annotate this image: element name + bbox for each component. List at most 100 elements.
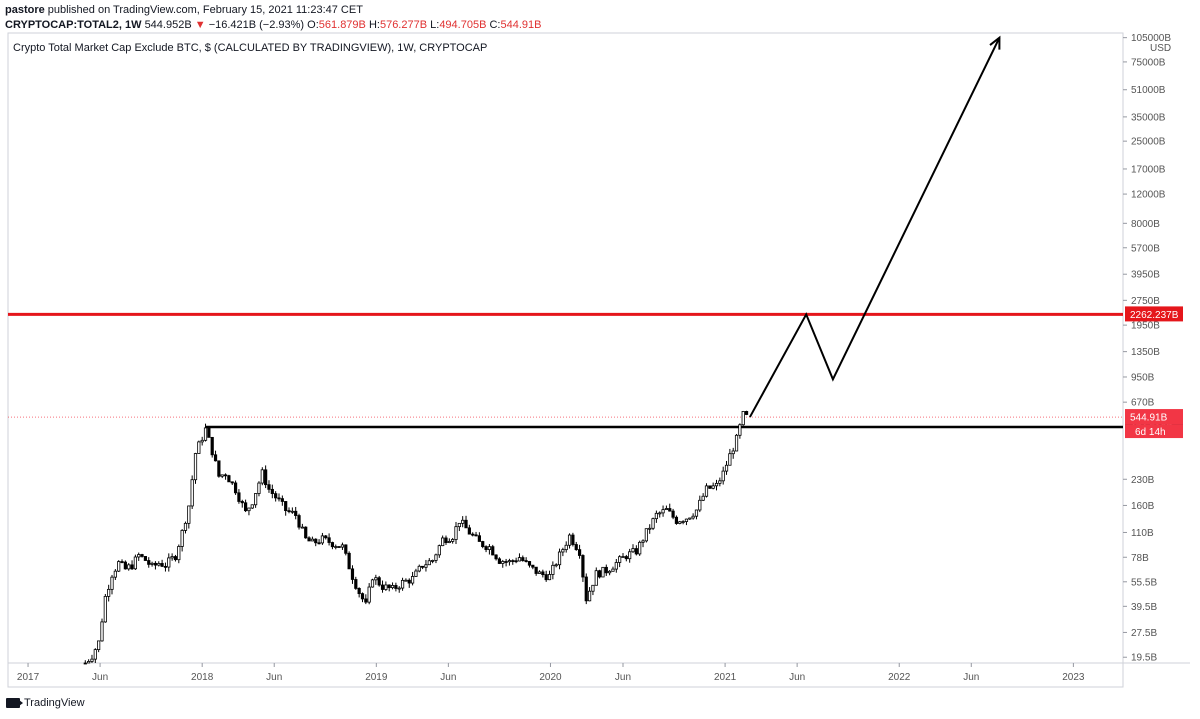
candle-down — [380, 584, 385, 590]
candle-down — [270, 488, 274, 495]
candle-up — [250, 504, 254, 509]
chart-header: pastore published on TradingView.com, Fe… — [5, 3, 541, 33]
candle-up — [648, 527, 652, 530]
tradingview-logo-icon[interactable] — [6, 698, 23, 708]
y-tick-label: 110B — [1131, 528, 1154, 539]
candle-up — [457, 522, 461, 528]
candle-up — [728, 453, 732, 466]
price-change: −16.421B (−2.93%) — [208, 19, 305, 31]
candle-up — [684, 518, 689, 522]
candle-down — [123, 561, 127, 570]
candle-down — [277, 497, 281, 500]
y-tick-label: 670B — [1131, 398, 1155, 409]
candle-up — [651, 518, 655, 529]
candle-up — [340, 544, 345, 548]
candle-down — [484, 546, 488, 550]
candle-down — [464, 519, 468, 529]
candle-down — [534, 566, 538, 574]
candle-up — [183, 522, 188, 531]
candle-down — [153, 562, 158, 566]
candle-down — [344, 544, 348, 554]
candle-down — [227, 475, 231, 483]
y-tick-label: 1350B — [1131, 347, 1160, 358]
open-value: 561.879B — [318, 19, 366, 31]
candle-up — [200, 439, 204, 443]
y-tick-label: 75000B — [1131, 57, 1166, 68]
candle-up — [517, 557, 522, 562]
candle-down — [477, 535, 481, 542]
candle-down — [708, 485, 712, 489]
candle-up — [414, 570, 418, 577]
candle-up — [180, 530, 184, 547]
x-tick-label: 2017 — [17, 672, 40, 683]
candle-down — [163, 565, 168, 568]
candle-up — [714, 482, 719, 487]
candle-up — [734, 434, 739, 452]
high-value: 576.277B — [379, 19, 428, 31]
x-tick-label: Jun — [789, 672, 805, 683]
candle-down — [467, 527, 471, 535]
candle-up — [90, 658, 94, 662]
candle-down — [280, 498, 284, 502]
candle-up — [197, 441, 201, 454]
candle-up — [654, 512, 658, 520]
candle-up — [461, 519, 465, 524]
candle-up — [97, 640, 101, 651]
candle-down — [497, 558, 502, 564]
candle-up — [691, 515, 695, 519]
candle-up — [704, 485, 709, 497]
candle-up — [254, 493, 258, 506]
candle-up — [724, 464, 729, 472]
author-name[interactable]: pastore — [5, 4, 45, 16]
candle-down — [598, 570, 602, 578]
candle-down — [314, 538, 318, 544]
candle-up — [561, 549, 565, 553]
candle-up — [434, 554, 438, 561]
price-badge-label: 544.91B — [1130, 413, 1168, 424]
candle-up — [711, 485, 715, 489]
candle-up — [614, 562, 618, 570]
candle-down — [514, 560, 518, 563]
x-tick-label: 2023 — [1062, 672, 1085, 683]
candle-up — [431, 560, 435, 562]
candle-up — [594, 570, 598, 586]
x-tick-label: Jun — [440, 672, 456, 683]
x-tick-label: 2020 — [539, 672, 562, 683]
candle-down — [481, 541, 485, 547]
candle-down — [527, 561, 532, 566]
candle-down — [83, 662, 87, 665]
candle-up — [257, 482, 261, 494]
x-tick-label: Jun — [963, 672, 979, 683]
x-tick-label: Jun — [615, 672, 631, 683]
candle-down — [354, 579, 358, 589]
candle-down — [330, 542, 335, 548]
price-badge-label: 2262.237B — [1130, 310, 1179, 321]
close-value: 544.91B — [500, 19, 542, 31]
close-label: C: — [489, 19, 501, 31]
candle-down — [634, 548, 638, 555]
brand-name[interactable]: TradingView — [24, 697, 85, 709]
candle-down — [233, 482, 238, 494]
candle-down — [264, 469, 268, 486]
candle-up — [427, 560, 431, 566]
candle-up — [157, 563, 161, 566]
candle-up — [487, 546, 492, 550]
candle-up — [424, 564, 428, 568]
candle-up — [587, 590, 592, 602]
candle-up — [688, 517, 692, 520]
price-badge — [1125, 409, 1183, 425]
candle-down — [544, 574, 548, 581]
candle-up — [718, 480, 722, 484]
candle-up — [698, 499, 702, 511]
candle-up — [601, 566, 605, 578]
candle-up — [721, 470, 725, 482]
candle-up — [100, 621, 104, 642]
candle-down — [207, 427, 211, 438]
candle-up — [731, 450, 735, 455]
candle-up — [300, 526, 304, 529]
candle-up — [567, 534, 572, 546]
y-tick-label: 230B — [1131, 475, 1155, 486]
y-tick-label: 1950B — [1131, 321, 1160, 332]
candle-down — [337, 546, 341, 548]
